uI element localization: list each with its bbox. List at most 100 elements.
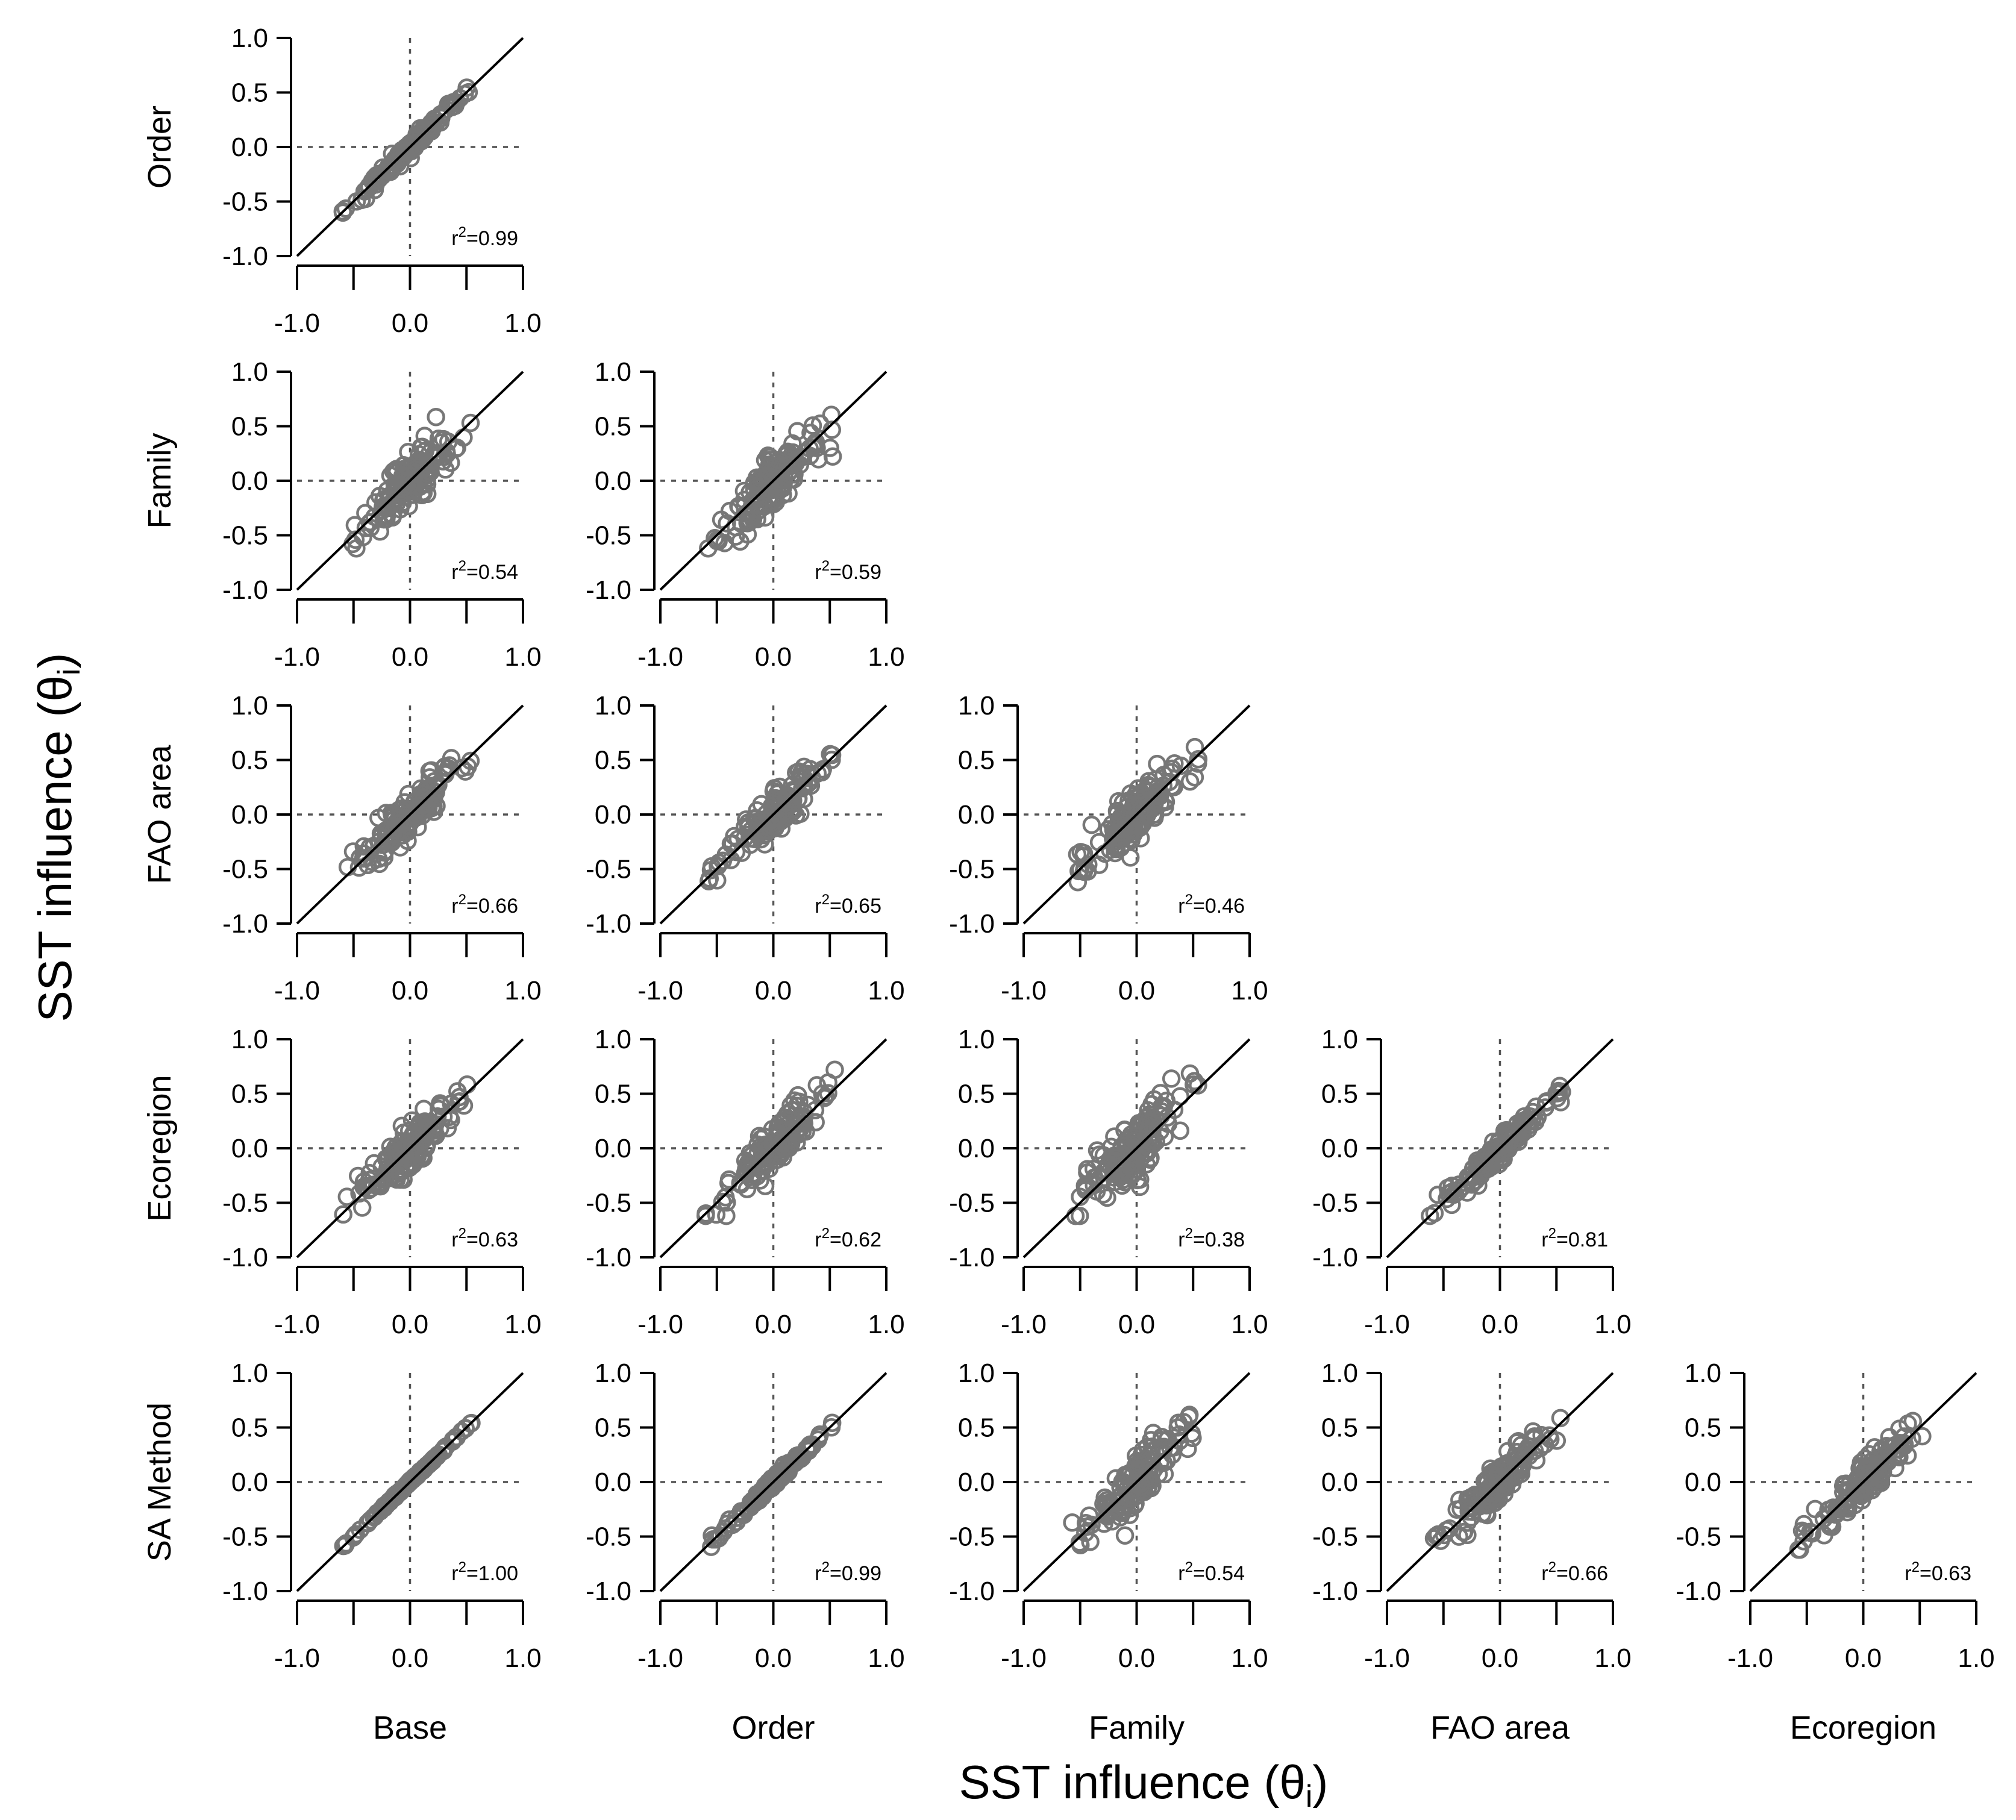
- data-point: [1162, 777, 1182, 796]
- y-tick-label: 0.5: [1321, 1413, 1358, 1443]
- data-point: [1144, 1424, 1163, 1442]
- data-point: [1815, 1526, 1833, 1545]
- data-point: [1913, 1427, 1932, 1446]
- data-point: [725, 827, 743, 846]
- r2-annotation: r2=0.59: [815, 558, 881, 584]
- x-tick-label: 0.0: [1118, 976, 1155, 1005]
- data-point: [375, 848, 394, 867]
- data-point: [1112, 838, 1130, 857]
- data-point: [1551, 1409, 1570, 1428]
- x-tick-label: 1.0: [504, 1643, 541, 1673]
- data-point: [1806, 1499, 1824, 1519]
- y-tick-label: 1.0: [231, 1025, 268, 1054]
- y-tick-label: 0.5: [231, 746, 268, 775]
- r2-superscript: 2: [459, 224, 466, 240]
- x-tick-label: 0.0: [392, 642, 428, 672]
- identity-line: [659, 1372, 887, 1592]
- data-point: [333, 202, 352, 221]
- data-point: [1508, 1454, 1527, 1473]
- y-tick-label: 0.5: [595, 746, 631, 775]
- y-tick-label: 0.5: [595, 1413, 631, 1443]
- data-point: [810, 414, 830, 433]
- data-point: [742, 821, 760, 840]
- row-title-fao-area: FAO area: [142, 744, 178, 884]
- r2-prefix: r: [815, 561, 821, 584]
- data-point: [1828, 1503, 1847, 1522]
- y-tick-label: -1.0: [949, 909, 995, 939]
- r2-prefix: r: [1541, 1562, 1548, 1585]
- data-point: [1475, 1152, 1494, 1171]
- panel-ecoregion-vs-family: -1.0 -0.5 0.0 0.5 1.0 -1.0 0.0 1.0 r2=0.38: [949, 1025, 1268, 1339]
- identity-line: [659, 1038, 887, 1259]
- r2-superscript: 2: [1548, 1225, 1556, 1242]
- data-point: [718, 514, 736, 533]
- r2-annotation: r2=0.54: [451, 558, 518, 584]
- data-point: [1115, 1526, 1135, 1545]
- r2-prefix: r: [451, 1228, 458, 1251]
- x-tick-label: -1.0: [274, 642, 320, 672]
- panel-sa-method-vs-base: -1.0 -0.5 0.0 0.5 1.0 -1.0 0.0 1.0 r2=1.00: [222, 1359, 541, 1673]
- data-point: [819, 1084, 837, 1102]
- x-tick-label: 1.0: [1594, 1310, 1631, 1339]
- y-tick-label: -1.0: [586, 909, 631, 939]
- points-group: [1424, 1409, 1570, 1550]
- x-tick-label: 0.0: [392, 976, 428, 1005]
- points-group: [343, 407, 480, 558]
- y-tick-label: -1.0: [222, 575, 268, 605]
- x-tick-label: 1.0: [504, 976, 541, 1005]
- data-point: [390, 814, 409, 833]
- r2-superscript: 2: [459, 892, 466, 908]
- r2-superscript: 2: [1912, 1559, 1920, 1575]
- y-tick-label: -1.0: [1312, 1243, 1358, 1272]
- data-point: [1803, 1524, 1822, 1543]
- r2-superscript: 2: [459, 558, 466, 574]
- data-point: [1903, 1412, 1923, 1430]
- x-tick-label: 0.0: [1118, 1310, 1155, 1339]
- x-tick-label: -1.0: [637, 1643, 683, 1673]
- data-point: [420, 761, 439, 781]
- r2-value: =0.63: [1920, 1562, 1971, 1585]
- x-tick-label: 1.0: [504, 1310, 541, 1339]
- x-tick-label: -1.0: [637, 642, 683, 672]
- column-title-family: Family: [1089, 1710, 1185, 1746]
- data-point: [384, 1488, 403, 1507]
- data-point: [775, 1462, 795, 1481]
- r2-value: =1.00: [466, 1562, 518, 1585]
- y-tick-label: 0.5: [1321, 1080, 1358, 1109]
- y-tick-label: 1.0: [231, 357, 268, 387]
- data-point: [1107, 801, 1127, 821]
- x-tick-label: 0.0: [755, 642, 792, 672]
- data-point: [1113, 1158, 1132, 1177]
- x-tick-label: -1.0: [637, 1310, 683, 1339]
- y-tick-label: 1.0: [231, 23, 268, 53]
- data-point: [766, 808, 785, 827]
- x-tick-label: 1.0: [1231, 1310, 1268, 1339]
- data-point: [406, 1137, 425, 1156]
- data-point: [334, 1205, 352, 1224]
- data-point: [428, 448, 447, 466]
- y-tick-label: 0.0: [231, 133, 268, 162]
- x-axis-main-title-paren: ): [1312, 1756, 1328, 1809]
- row-title-sa-method: SA Method: [142, 1403, 178, 1562]
- data-point: [452, 758, 471, 778]
- data-point: [719, 1170, 739, 1189]
- r2-prefix: r: [1541, 1228, 1548, 1251]
- data-point: [801, 446, 819, 465]
- r2-prefix: r: [451, 561, 458, 584]
- identity-line: [1386, 1372, 1614, 1592]
- identity-line: [296, 1038, 524, 1259]
- y-tick-label: 1.0: [1321, 1025, 1358, 1054]
- data-point: [344, 1528, 363, 1547]
- data-point: [395, 1478, 414, 1497]
- x-tick-label: -1.0: [274, 976, 320, 1005]
- x-tick-label: 1.0: [1958, 1643, 1994, 1673]
- r2-annotation: r2=0.66: [451, 892, 518, 918]
- data-point: [822, 1413, 842, 1432]
- data-point: [1141, 777, 1159, 796]
- data-point: [1524, 1422, 1542, 1441]
- y-tick-label: 0.0: [595, 800, 631, 830]
- identity-line: [296, 37, 524, 257]
- x-tick-label: -1.0: [1364, 1643, 1410, 1673]
- panel-family-vs-order: -1.0 -0.5 0.0 0.5 1.0 -1.0 0.0 1.0 r2=0.59: [586, 357, 904, 672]
- data-point: [713, 1192, 732, 1212]
